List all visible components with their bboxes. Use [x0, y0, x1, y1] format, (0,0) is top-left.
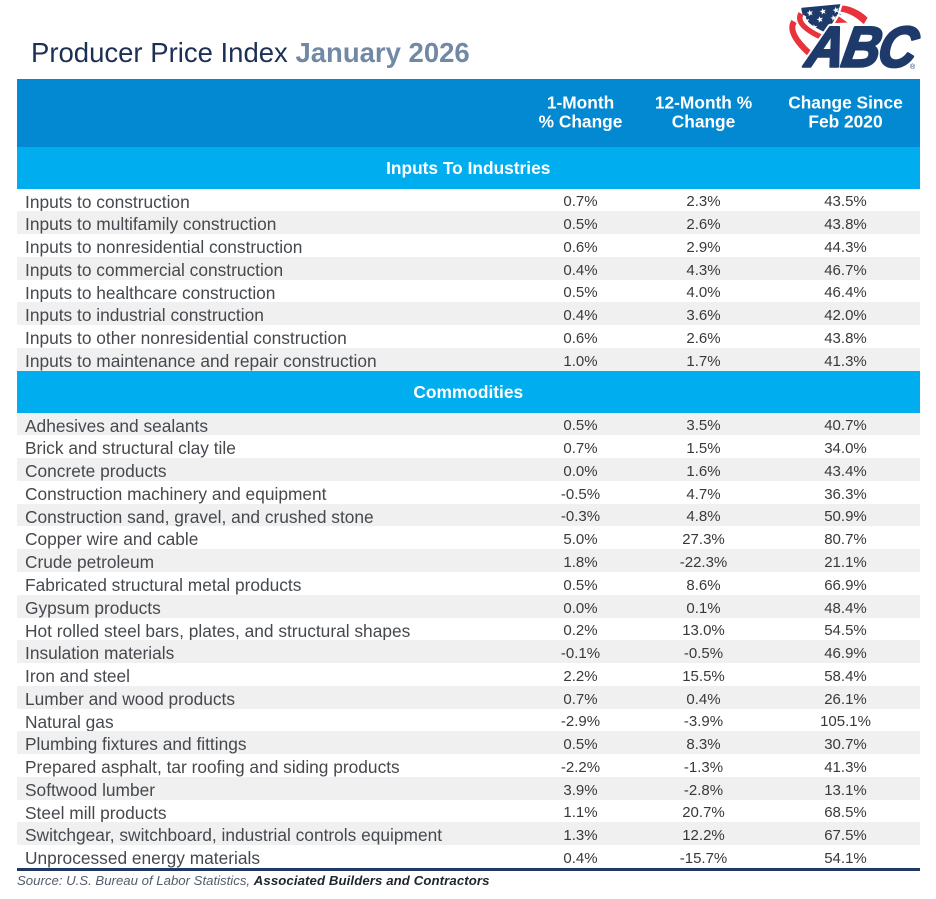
svg-text:®: ® — [910, 63, 916, 71]
svg-text:ABC: ABC — [800, 16, 924, 72]
svg-text:ABC: ABC — [800, 16, 924, 72]
